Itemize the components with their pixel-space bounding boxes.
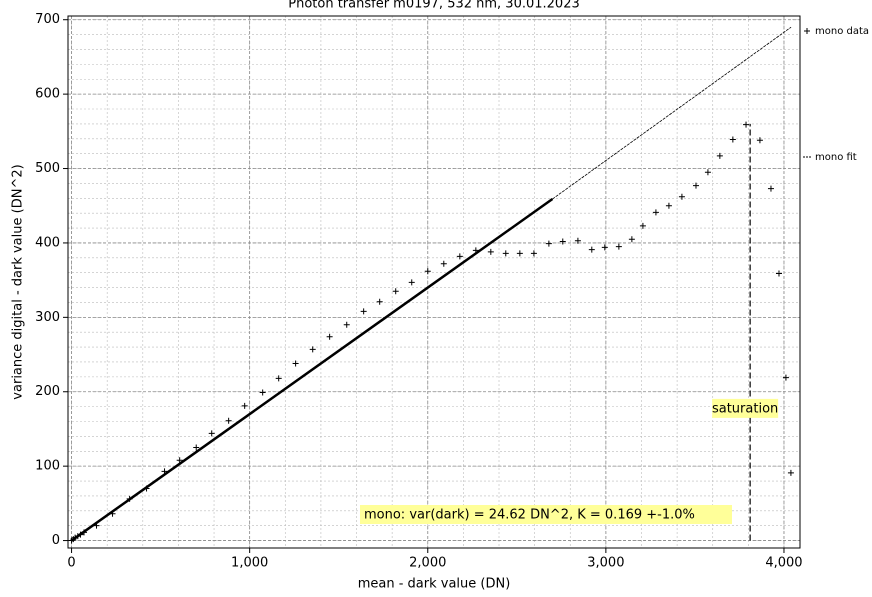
data-point (716, 152, 723, 159)
y-tick-label: 0 (52, 533, 60, 548)
data-point (309, 346, 316, 353)
data-point (456, 253, 463, 260)
legend-label: mono data (815, 26, 869, 37)
y-axis-label: variance digital - dark value (DN^2) (11, 164, 26, 399)
data-point (756, 137, 763, 144)
data-point (665, 202, 672, 209)
data-point (743, 121, 750, 128)
saturation-label: saturation (712, 401, 778, 416)
data-point (343, 321, 350, 328)
fit-line (70, 198, 554, 542)
data-point (376, 298, 383, 305)
data-point (652, 209, 659, 216)
data-point (678, 193, 685, 200)
data-point (487, 248, 494, 255)
data-point (193, 444, 200, 451)
data-point (176, 457, 183, 464)
data-point (440, 260, 447, 267)
data-point (787, 469, 794, 476)
data-point (588, 246, 595, 253)
data-point (775, 270, 782, 277)
data-point (502, 250, 509, 257)
x-tick-label: 0 (67, 556, 75, 571)
y-tick-label: 100 (35, 459, 60, 474)
data-point (615, 243, 622, 250)
data-point (408, 279, 415, 286)
label-bg (712, 398, 779, 418)
data-point (259, 389, 266, 396)
data-point (574, 237, 581, 244)
chart-title: Photon transfer m0197, 532 nm, 30.01.202… (288, 0, 579, 12)
y-tick-label: 400 (35, 235, 60, 250)
x-tick-label: 3,000 (587, 556, 624, 571)
x-tick-label: 2,000 (409, 556, 446, 571)
legend-marker (804, 28, 810, 34)
y-tick-label: 700 (35, 12, 60, 27)
data-point (241, 402, 248, 409)
y-tick-label: 200 (35, 384, 60, 399)
x-tick-label: 1,000 (231, 556, 268, 571)
data-point (424, 268, 431, 275)
data-point (326, 333, 333, 340)
data-point (628, 236, 635, 243)
legend-label: mono fit (815, 152, 857, 163)
data-point (208, 430, 215, 437)
y-tick-label: 500 (35, 161, 60, 176)
data-point (601, 244, 608, 251)
annotation: mono: var(dark) = 24.62 DN^2, K = 0.169 … (364, 508, 695, 523)
data-point (392, 288, 399, 295)
data-point (292, 360, 299, 367)
data-point (360, 308, 367, 315)
data-point (729, 136, 736, 143)
data-point (639, 222, 646, 229)
data-point (530, 250, 537, 257)
data-point (275, 375, 282, 382)
fit-line (552, 26, 792, 200)
data-point (704, 169, 711, 176)
data-point (692, 182, 699, 189)
y-tick-label: 300 (35, 310, 60, 325)
data-point (516, 250, 523, 257)
data-point (225, 417, 232, 424)
x-tick-label: 4,000 (765, 556, 802, 571)
annotation-bg (360, 505, 732, 524)
x-axis-label: mean - dark value (DN) (358, 577, 511, 592)
y-tick-label: 600 (35, 87, 60, 102)
data-point (559, 238, 566, 245)
data-point (767, 185, 774, 192)
data-point (545, 240, 552, 247)
plot-frame (67, 15, 801, 549)
data-point (782, 374, 789, 381)
